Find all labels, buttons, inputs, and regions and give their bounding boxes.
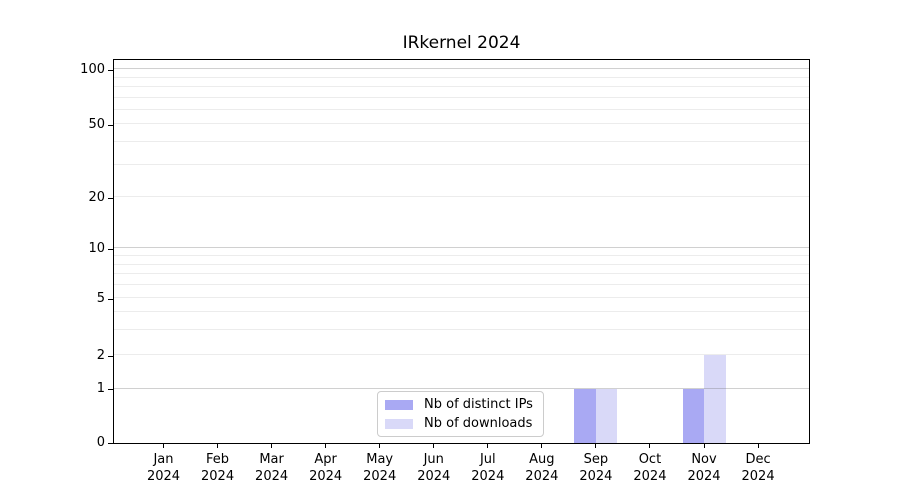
y-tick-100 (108, 69, 113, 71)
x-tick-label-sep: Sep 2024 (579, 452, 613, 484)
bar-distinct-ips-sep (574, 388, 596, 443)
gridline-y-3 (114, 329, 809, 331)
y-tick-5 (108, 299, 113, 301)
gridline-y-20 (114, 196, 809, 198)
y-tick-label-10: 10 (88, 240, 105, 256)
gridline-y-60 (114, 108, 809, 110)
y-tick-10 (108, 248, 113, 250)
x-tick-label-jun: Jun 2024 (417, 452, 451, 484)
y-tick-20 (108, 197, 113, 199)
gridline-y-90 (114, 76, 809, 78)
y-tick-50 (108, 124, 113, 126)
gridline-y-5 (114, 297, 809, 299)
plot-area (113, 59, 810, 444)
gridline-y-80 (114, 86, 809, 88)
x-tick-label-mar: Mar 2024 (255, 452, 289, 484)
gridline-y-100 (114, 68, 809, 70)
gridline-y-2 (114, 354, 809, 356)
legend-swatch-downloads-icon (385, 418, 413, 429)
x-tick-label-feb: Feb 2024 (201, 452, 235, 484)
bar-downloads-sep (595, 388, 618, 443)
chart-title: IRkernel 2024 (402, 33, 521, 53)
x-tick-label-oct: Oct 2024 (633, 452, 667, 484)
gridline-y-50 (114, 123, 809, 125)
x-tick-label-jul: Jul 2024 (471, 452, 505, 484)
y-tick-1 (108, 389, 113, 391)
y-tick-label-5: 5 (96, 291, 105, 307)
x-tick-label-nov: Nov 2024 (687, 452, 721, 484)
x-tick-sep (595, 444, 597, 448)
gridline-y-70 (114, 96, 809, 98)
x-tick-label-dec: Dec 2024 (741, 452, 775, 484)
gridline-y-7 (114, 273, 809, 275)
x-tick-feb (217, 444, 219, 448)
gridline-y-4 (114, 311, 809, 313)
x-tick-jul (487, 444, 489, 448)
gridline-y-9 (114, 255, 809, 257)
bar-distinct-ips-nov (682, 388, 704, 443)
x-tick-aug (541, 444, 543, 448)
y-tick-0 (108, 443, 113, 445)
y-tick-label-1: 1 (96, 381, 105, 397)
legend-label-distinct-ips: Nb of distinct IPs (424, 397, 533, 412)
legend-swatch-distinct-ips-icon (385, 399, 413, 410)
gridline-y-6 (114, 284, 809, 286)
legend-label-downloads: Nb of downloads (424, 416, 533, 431)
y-tick-label-50: 50 (88, 116, 105, 132)
legend: Nb of distinct IPs Nb of downloads (377, 391, 544, 437)
gridline-y-1 (114, 387, 809, 389)
gridline-y-10 (114, 247, 809, 249)
x-tick-label-apr: Apr 2024 (309, 452, 343, 484)
gridline-y-30 (114, 164, 809, 166)
x-tick-label-may: May 2024 (363, 452, 397, 484)
legend-item-distinct-ips: Nb of distinct IPs (385, 397, 536, 412)
y-tick-label-2: 2 (96, 347, 105, 363)
bar-downloads-nov (704, 355, 726, 443)
x-tick-apr (325, 444, 327, 448)
x-tick-jan (163, 444, 164, 448)
x-tick-label-jan: Jan 2024 (146, 452, 181, 484)
x-tick-dec (757, 444, 759, 448)
y-tick-label-0: 0 (96, 435, 105, 451)
x-tick-oct (649, 444, 651, 448)
gridline-y-40 (114, 141, 809, 143)
x-tick-may (379, 444, 381, 448)
x-tick-nov (703, 444, 705, 448)
x-tick-label-aug: Aug 2024 (525, 452, 559, 484)
x-tick-mar (271, 444, 273, 448)
x-tick-jun (433, 444, 435, 448)
gridline-y-8 (114, 263, 809, 265)
legend-item-downloads: Nb of downloads (385, 416, 536, 431)
y-tick-label-20: 20 (88, 189, 105, 205)
y-tick-2 (108, 355, 113, 357)
y-tick-label-100: 100 (80, 61, 105, 77)
